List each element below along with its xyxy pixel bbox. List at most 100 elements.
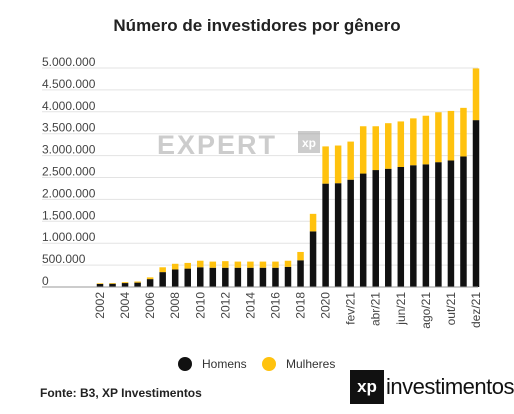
legend-swatch-mulheres <box>262 357 276 371</box>
x-tick-label: 2020 <box>319 292 333 319</box>
bar-mulheres <box>209 261 217 268</box>
x-axis-tick-labels: 2002 2004 2006 2008 2010 2012 2014 2016 2018 2020… <box>93 292 483 329</box>
x-tick-label: 2006 <box>143 292 157 319</box>
bar-homens <box>171 269 179 287</box>
bar-homens <box>134 282 141 287</box>
bar-homens <box>222 267 229 287</box>
bar-mulheres <box>284 260 292 267</box>
x-tick-label: 2018 <box>294 292 308 319</box>
x-tick-label: 2010 <box>193 292 207 319</box>
watermark-badge-box <box>298 131 320 153</box>
bar-homens <box>184 268 191 287</box>
bar-homens <box>334 183 342 287</box>
bar-mulheres <box>309 213 317 232</box>
bar-homens <box>472 120 480 287</box>
bar-homens <box>347 179 354 287</box>
bar-homens <box>209 267 217 287</box>
x-tick-label: 2004 <box>118 292 132 319</box>
bar-mulheres <box>159 267 166 273</box>
bar-mulheres <box>372 126 379 171</box>
y-tick-label: 3.500.000 <box>42 121 96 135</box>
legend-swatch-homens <box>178 357 192 371</box>
bar-mulheres <box>121 282 129 284</box>
bar-homens <box>460 156 467 287</box>
y-tick-label: 5.000.000 <box>42 55 96 69</box>
bar-mulheres <box>435 112 442 163</box>
bar-mulheres <box>146 277 154 280</box>
bar-homens <box>259 267 267 287</box>
bars <box>96 68 480 287</box>
y-axis-tick-labels: 5.000.000 4.500.000 4.000.000 3.500.000 3.00… <box>42 55 96 288</box>
bar-homens <box>234 267 242 287</box>
bar-homens <box>121 283 129 287</box>
y-tick-label: 1.500.000 <box>42 208 96 222</box>
bar-mulheres <box>184 262 191 269</box>
xp-logo-text: investimentos <box>386 374 514 399</box>
bar-homens <box>447 160 455 287</box>
bar-homens <box>284 266 292 287</box>
bar-mulheres <box>447 110 455 161</box>
bar-mulheres <box>222 261 229 268</box>
bar-mulheres <box>171 263 179 270</box>
watermark-badge-text: xp <box>302 136 316 150</box>
bar-homens <box>197 267 204 287</box>
x-tick-label: dez/21 <box>469 292 483 328</box>
y-tick-label: 0 <box>42 274 49 288</box>
watermark-text: EXPERT <box>157 130 277 160</box>
x-tick-label: ago/21 <box>419 292 433 329</box>
bar-mulheres <box>197 260 204 268</box>
x-tick-label: 2012 <box>218 292 232 319</box>
bar-mulheres <box>297 251 304 261</box>
bar-homens <box>397 166 405 287</box>
x-tick-label: abr/21 <box>369 292 383 326</box>
bar-mulheres <box>234 261 242 268</box>
xp-logo-mark: xp <box>350 370 384 404</box>
bar-mulheres <box>334 145 342 184</box>
x-tick-label: out/21 <box>444 292 458 326</box>
bar-homens <box>96 283 104 287</box>
bar-mulheres <box>322 146 329 184</box>
bar-homens <box>159 272 166 287</box>
x-tick-label: jun/21 <box>394 292 408 326</box>
bar-homens <box>372 170 379 287</box>
y-tick-label: 4.500.000 <box>42 77 96 91</box>
bar-homens <box>297 260 304 287</box>
x-tick-label: 2014 <box>243 292 257 319</box>
y-tick-label: 4.000.000 <box>42 99 96 113</box>
bar-homens <box>385 168 392 287</box>
bar-mulheres <box>259 261 267 268</box>
bar-homens <box>272 267 279 287</box>
stacked-bar-chart: 5.000.000 4.500.000 4.000.000 3.500.000 3.00… <box>42 55 483 329</box>
bar-mulheres <box>96 283 104 284</box>
y-tick-label: 500.000 <box>42 252 86 266</box>
x-tick-label: 2008 <box>168 292 182 319</box>
legend-label-homens: Homens <box>202 357 247 371</box>
bar-homens <box>309 231 317 287</box>
bar-mulheres <box>134 281 141 283</box>
y-tick-label: 2.500.000 <box>42 165 96 179</box>
bar-mulheres <box>272 261 279 268</box>
bar-mulheres <box>109 283 116 284</box>
bar-homens <box>322 183 329 287</box>
bar-homens <box>410 165 417 287</box>
chart-title: Número de investidores por gênero <box>113 16 401 35</box>
y-tick-label: 3.000.000 <box>42 143 96 157</box>
bar-mulheres <box>347 141 354 180</box>
x-tick-label: fev/21 <box>344 292 358 325</box>
bar-mulheres <box>460 107 467 157</box>
source-note: Fonte: B3, XP Investimentos <box>40 386 202 400</box>
bar-homens <box>146 279 154 287</box>
bar-mulheres <box>385 123 392 169</box>
x-tick-label: 2002 <box>93 292 107 319</box>
bar-homens <box>247 267 254 287</box>
bar-mulheres <box>247 261 254 268</box>
y-tick-label: 2.000.000 <box>42 186 96 200</box>
bar-mulheres <box>422 115 430 165</box>
legend: Homens Mulheres <box>0 357 514 377</box>
expert-watermark: EXPERT xp <box>157 130 320 160</box>
legend-label-mulheres: Mulheres <box>286 357 336 371</box>
xp-investimentos-logo: xp investimentos <box>350 370 514 404</box>
y-tick-label: 1.000.000 <box>42 230 96 244</box>
bar-homens <box>435 162 442 287</box>
bar-mulheres <box>359 126 367 174</box>
